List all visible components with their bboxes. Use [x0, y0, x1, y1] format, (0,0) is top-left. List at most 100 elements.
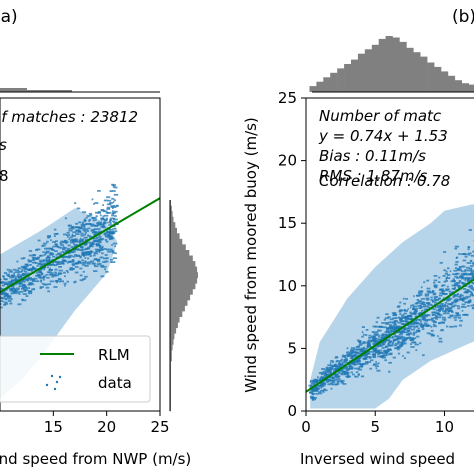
data-point: [365, 352, 369, 355]
data-point: [71, 238, 75, 241]
data-point: [66, 249, 70, 252]
data-point: [62, 246, 65, 248]
data-point: [91, 224, 95, 227]
data-point: [322, 383, 327, 386]
data-point: [316, 381, 318, 384]
data-point: [425, 297, 430, 300]
data-point: [410, 343, 412, 345]
data-point: [381, 322, 385, 324]
data-point: [382, 341, 386, 344]
data-point: [353, 353, 357, 356]
data-point: [103, 214, 109, 217]
data-point: [382, 352, 387, 355]
data-point: [360, 363, 365, 366]
data-point: [415, 322, 421, 325]
data-point: [87, 241, 91, 244]
data-point: [104, 268, 106, 271]
data-point: [340, 358, 343, 361]
data-point: [82, 278, 85, 280]
data-point: [394, 342, 400, 345]
data-point: [453, 304, 457, 307]
data-point: [395, 335, 400, 338]
data-point: [52, 273, 56, 276]
data-point: [418, 290, 423, 293]
data-point: [376, 316, 380, 319]
data-point: [426, 332, 431, 335]
data-point: [57, 252, 62, 255]
data-point: [342, 367, 347, 370]
data-point: [321, 368, 325, 370]
data-point: [13, 283, 17, 286]
data-point: [457, 299, 460, 301]
panel-b-annotation-rms: RMS : 1.87m/s: [319, 167, 428, 185]
data-point: [395, 317, 398, 319]
panel-b-axes-frame: [305, 97, 474, 412]
data-point: [36, 257, 39, 260]
data-point: [454, 247, 458, 250]
data-point: [312, 397, 317, 399]
data-point: [418, 307, 421, 309]
data-point: [112, 242, 118, 245]
data-point: [113, 199, 116, 202]
data-point: [392, 324, 396, 327]
data-point: [443, 269, 446, 272]
data-point: [63, 246, 67, 249]
data-point: [392, 314, 397, 317]
data-point: [18, 277, 23, 279]
data-point: [449, 314, 454, 317]
data-point: [464, 269, 467, 271]
data-point: [41, 244, 46, 247]
data-point: [26, 265, 29, 267]
histogram-bar: [170, 277, 198, 284]
data-point: [429, 291, 434, 294]
data-point: [366, 361, 371, 363]
data-point: [23, 290, 27, 292]
data-point: [95, 219, 97, 221]
data-point: [341, 361, 347, 364]
histogram-bar: [170, 355, 172, 362]
data-point: [369, 346, 374, 348]
data-point: [92, 262, 96, 265]
data-point: [63, 282, 67, 285]
data-point: [331, 383, 335, 386]
data-point: [45, 286, 50, 289]
data-point: [109, 232, 114, 235]
data-point: [6, 273, 10, 276]
x-tick-label: 5: [370, 418, 380, 436]
data-point: [91, 235, 93, 238]
data-point: [436, 313, 439, 316]
data-point: [21, 268, 24, 271]
legend-point: [45, 383, 49, 387]
data-point: [356, 354, 359, 357]
data-point: [35, 262, 38, 264]
data-point: [445, 298, 448, 301]
data-point: [54, 274, 60, 277]
data-point: [81, 254, 85, 256]
data-point: [95, 232, 98, 234]
data-point: [0, 300, 4, 302]
data-point: [65, 234, 71, 236]
data-point: [375, 350, 379, 353]
data-point: [439, 261, 443, 264]
data-point: [328, 373, 331, 376]
data-point: [410, 304, 412, 307]
data-point: [83, 242, 88, 245]
data-point: [21, 298, 24, 301]
data-point: [457, 316, 462, 319]
data-point: [364, 362, 369, 365]
panel-a-annotation-matches: Number of matches : 23812: [0, 108, 138, 126]
data-point: [460, 274, 465, 277]
data-point: [313, 383, 316, 385]
data-point: [22, 257, 26, 259]
data-point: [409, 311, 412, 314]
data-point: [106, 206, 111, 209]
data-point: [440, 321, 445, 324]
data-point: [94, 228, 98, 231]
data-point: [11, 281, 15, 284]
data-point: [33, 277, 38, 280]
data-point: [448, 309, 452, 311]
data-point: [111, 244, 113, 246]
data-point: [414, 319, 417, 322]
data-point: [451, 305, 455, 308]
